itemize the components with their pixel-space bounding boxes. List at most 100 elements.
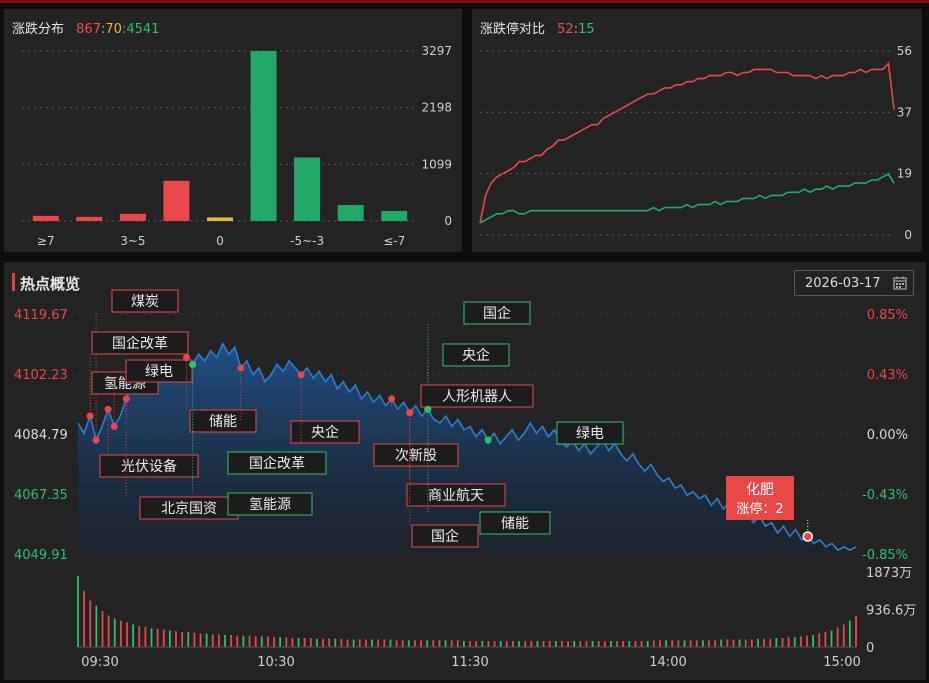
tag-dot [86,412,94,420]
x-tick-label: 3~5 [120,234,145,248]
pct-tick-label: -0.85% [862,548,908,563]
tag-label: 绿电 [145,364,173,380]
date-picker[interactable]: 2026-03-17 [794,270,914,296]
volume-bar [463,641,465,647]
volume-bar [665,640,667,647]
tag-dot [424,405,432,413]
volume-bar [444,640,447,647]
volume-bar [567,641,569,647]
volume-bar [377,639,380,647]
volume-bar [695,640,698,647]
volume-bar [640,641,643,647]
volume-bar [407,640,410,647]
volume-bar [542,641,545,647]
tag-label: 煤炭 [131,294,159,310]
tag-dot [189,360,197,368]
tag-label: 国企改革 [112,335,168,352]
tag-box [125,359,193,383]
y-tick-label: 0 [444,214,452,228]
volume-bar [799,636,802,647]
volume-bar [487,641,490,647]
volume-bar [646,641,649,647]
price-tick-label: 4084.79 [14,428,68,443]
volume-bar [855,615,857,647]
x-tick-label: ≥7 [37,234,55,248]
tag-box [91,331,189,355]
volume-bar [181,632,184,647]
distribution-bar [294,157,321,221]
volume-bar [383,639,386,647]
volume-bar [671,640,674,647]
distribution-bar [250,51,277,221]
volume-bar [340,638,343,647]
hot-chart: 4119.67 0.85% 4102.23 0.43% 4084.79 0.00% 4067… [14,289,916,670]
volume-bar [812,635,815,647]
up-count: 867 [76,22,101,37]
volume-bar [322,638,324,647]
tag-label: 光伏设备 [121,458,177,475]
volume-bar [132,624,135,647]
volume-bar [273,637,275,647]
volume-bar [744,639,747,647]
volume-bar [836,627,839,647]
time-label: 11:30 [451,655,488,670]
volume-bar [848,620,851,647]
volume-bar [530,641,533,647]
volume-bar [818,633,821,647]
tag-box [99,454,199,478]
tag-dot [110,422,118,430]
volume-tick-label: 936.6万 [866,604,916,619]
tag-label: 绿电 [576,426,604,442]
volume-bar [469,641,471,647]
tag-dot [406,409,414,417]
volume-bar [573,641,576,647]
flat-count: 70 [105,22,122,37]
volume-bar [616,641,618,647]
tag-label: 储能 [501,516,529,532]
volume-bar [224,635,226,647]
volume-bar [205,633,208,647]
volume-bar [371,639,373,647]
volume-bar [450,640,453,647]
volume-bar [824,632,827,647]
tag-dot [388,395,396,403]
x-tick-label: ≤-7 [383,234,405,248]
volume-bar [358,639,361,647]
volume-bar [95,605,98,647]
volume-bar [401,640,404,647]
highlight-title: 化肥 [746,482,774,498]
volume-bar [248,635,251,647]
tag-box [227,451,327,475]
tag-dot [122,395,130,403]
volume-bar [126,622,128,647]
y-tick-label: 2198 [421,101,452,115]
volume-bar [603,641,606,647]
volume-bar [610,641,612,647]
volume-bar [652,640,655,647]
y-tick-label: 1099 [421,157,452,171]
tag-box [373,443,459,467]
volume-bar [267,636,269,647]
volume-bar [806,635,808,647]
price-area [78,343,856,554]
volume-bar [279,637,282,647]
calendar-icon[interactable] [893,276,907,290]
highlight-box [726,476,794,520]
volume-bar [689,640,692,647]
y-tick-label: 19 [897,167,912,181]
volume-tick-label: 0 [866,641,874,656]
tag-box [420,384,534,408]
volume-bar [659,640,661,647]
volume-bar [242,635,245,647]
volume-bar [260,636,263,647]
distribution-bar [337,205,364,221]
volume-bar [781,638,784,647]
volume-bar [750,639,753,647]
volume-bar [187,632,190,647]
tag-dot [237,364,245,372]
volume-bar [842,624,845,647]
volume-bar [365,639,367,647]
volume-bar [524,641,527,647]
volume-bar [352,639,355,647]
volume-bar [548,641,551,647]
